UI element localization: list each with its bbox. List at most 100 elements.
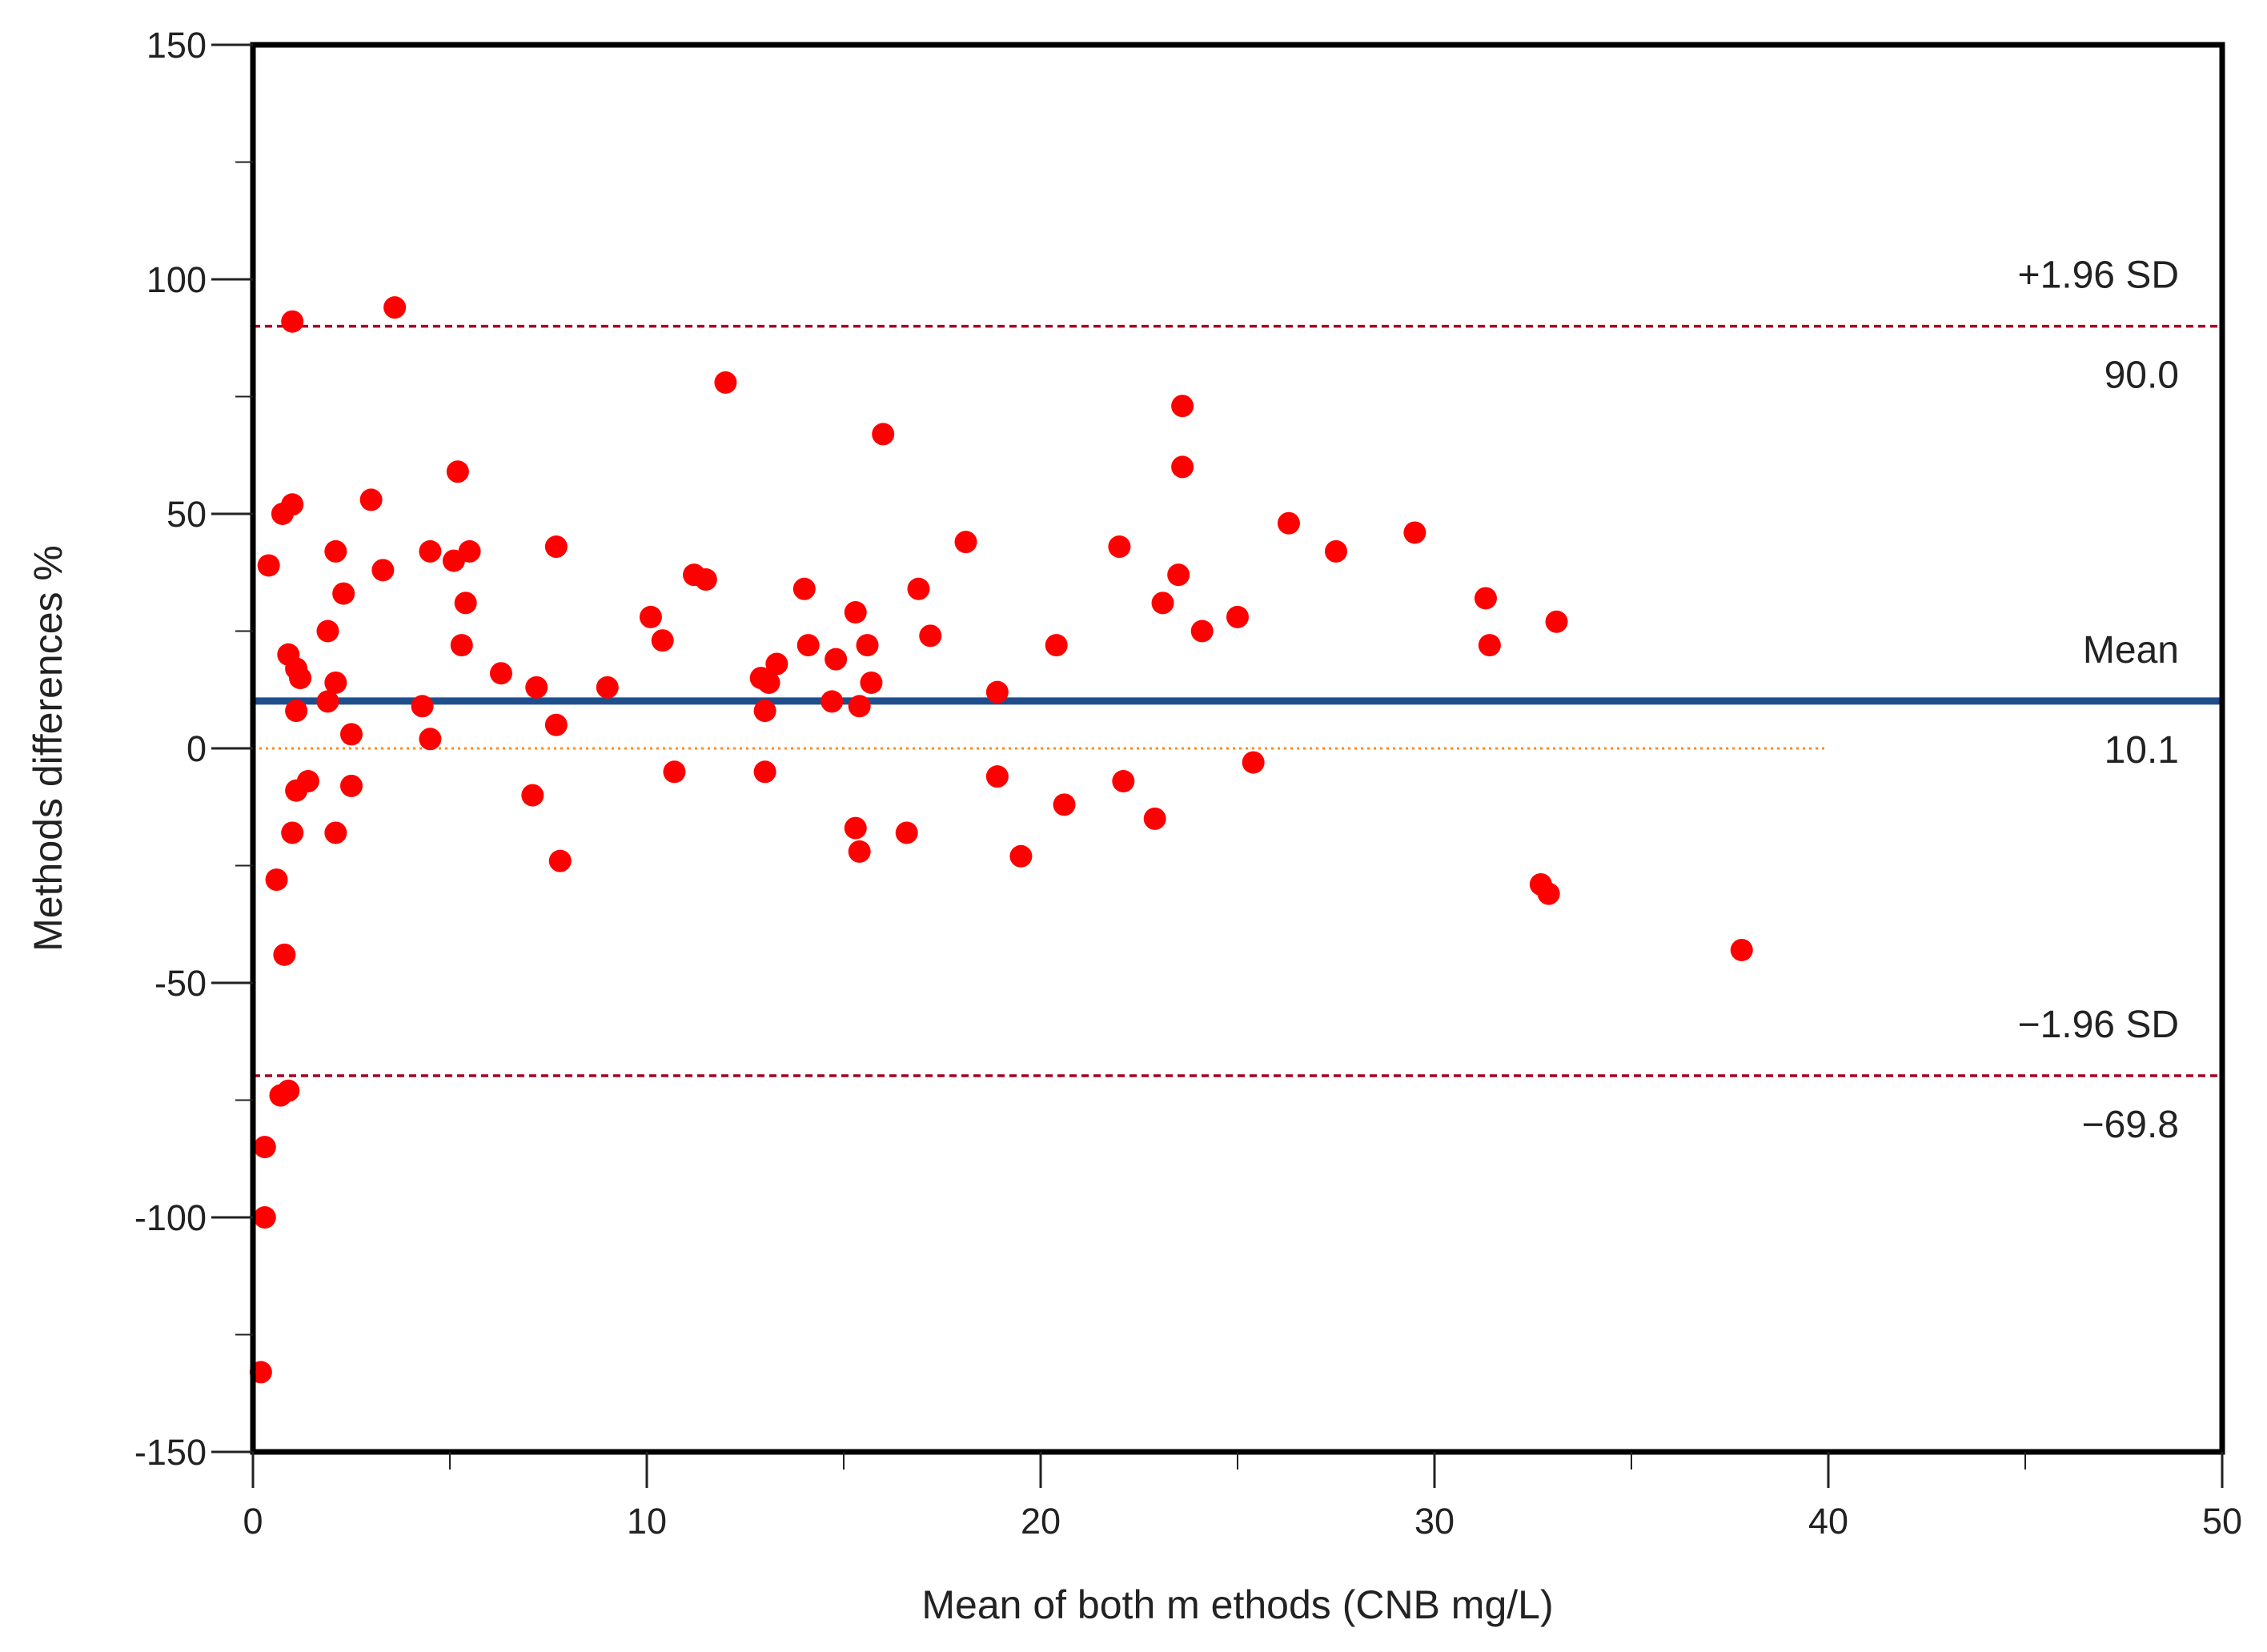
- data-point: [265, 868, 288, 892]
- data-point: [1151, 591, 1174, 615]
- y-tick-label: -100: [134, 1197, 207, 1238]
- data-point: [954, 531, 977, 554]
- data-point: [1171, 455, 1194, 479]
- data-point: [860, 671, 883, 694]
- data-point: [1009, 844, 1033, 868]
- y-tick-label: 0: [187, 728, 207, 769]
- data-point: [285, 700, 308, 723]
- data-point: [848, 840, 871, 863]
- y-tick-label: 150: [146, 25, 207, 66]
- data-point: [257, 554, 280, 577]
- data-point: [253, 1136, 276, 1159]
- data-point: [663, 760, 686, 784]
- y-tick-label: 100: [146, 259, 207, 300]
- data-point: [419, 539, 442, 563]
- data-point: [1277, 511, 1300, 535]
- data-point: [419, 728, 442, 751]
- y-axis-ticks: 150 100 50 0 -50 -100 -150: [134, 25, 253, 1473]
- data-point: [277, 1079, 300, 1102]
- upper-limit-label: +1.96 SD: [2018, 255, 2179, 297]
- data-point: [1730, 938, 1753, 961]
- data-point: [1403, 521, 1426, 544]
- data-point: [544, 713, 568, 736]
- data-point: [1226, 605, 1249, 628]
- data-point: [371, 559, 395, 582]
- x-tick-label: 30: [1414, 1501, 1454, 1542]
- data-point: [1171, 395, 1194, 418]
- mean-value-label: 10.1: [2104, 729, 2179, 772]
- data-point: [1112, 770, 1135, 793]
- data-point: [792, 577, 816, 600]
- data-point: [285, 779, 308, 802]
- y-tick-label: -150: [134, 1432, 207, 1473]
- data-point: [872, 423, 895, 446]
- data-point: [1325, 539, 1347, 563]
- data-point: [753, 760, 776, 784]
- data-point: [1478, 634, 1501, 657]
- data-point: [324, 671, 347, 694]
- data-point: [907, 577, 930, 600]
- data-point: [489, 662, 512, 685]
- x-tick-label: 10: [627, 1501, 667, 1542]
- data-point: [548, 849, 572, 872]
- x-tick-label: 50: [2202, 1501, 2242, 1542]
- data-point: [596, 676, 619, 699]
- data-point: [825, 648, 848, 671]
- data-point: [844, 816, 867, 840]
- data-point: [450, 634, 473, 657]
- lower-limit-value-label: −69.8: [2082, 1104, 2179, 1146]
- data-point: [856, 634, 879, 657]
- y-tick-label: 50: [167, 494, 207, 535]
- y-axis-title: Methods differences %: [26, 545, 70, 952]
- data-point: [332, 582, 355, 605]
- data-point: [340, 723, 363, 746]
- data-point: [1108, 535, 1131, 559]
- data-point: [324, 539, 347, 563]
- data-point: [324, 821, 347, 844]
- y-tick-label: -50: [154, 963, 207, 1004]
- data-point: [316, 620, 339, 643]
- data-point: [796, 634, 820, 657]
- x-axis-title: Mean of both m ethods (CNB mg/L): [921, 1582, 1553, 1627]
- data-point: [895, 821, 918, 844]
- data-point: [442, 549, 465, 572]
- data-point: [340, 774, 363, 797]
- data-point: [821, 690, 844, 713]
- data-point: [411, 695, 434, 718]
- x-tick-label: 0: [243, 1501, 263, 1542]
- data-point: [383, 296, 407, 319]
- mean-label: Mean: [2083, 629, 2179, 672]
- data-point: [694, 568, 717, 591]
- data-point: [765, 652, 788, 676]
- data-point: [848, 695, 871, 718]
- data-point: [289, 667, 312, 690]
- x-axis-ticks: 0 10 20 30 40 50: [243, 1452, 2242, 1542]
- data-point: [273, 943, 296, 966]
- data-point: [1167, 563, 1190, 587]
- x-tick-label: 40: [1808, 1501, 1848, 1542]
- data-point: [1143, 807, 1166, 830]
- lower-limit-label: −1.96 SD: [2018, 1004, 2179, 1046]
- data-point: [985, 765, 1009, 788]
- data-point: [1190, 620, 1214, 643]
- data-point: [521, 784, 544, 807]
- data-point: [316, 690, 339, 713]
- data-point: [753, 700, 776, 723]
- data-point: [1545, 610, 1568, 633]
- reference-lines: [253, 324, 2222, 1077]
- data-point: [1242, 751, 1265, 774]
- data-point: [985, 680, 1009, 704]
- data-point: [714, 371, 737, 394]
- x-tick-label: 20: [1021, 1501, 1061, 1542]
- data-point: [544, 535, 568, 559]
- data-point: [281, 821, 304, 844]
- data-points: [249, 296, 1753, 1384]
- data-point: [844, 601, 867, 624]
- data-point: [253, 1206, 276, 1229]
- data-point: [359, 488, 383, 511]
- data-point: [1053, 793, 1076, 816]
- data-point: [1474, 587, 1497, 610]
- reference-labels: +1.96 SD 90.0 Mean 10.1 −1.96 SD −69.8: [2018, 255, 2179, 1146]
- data-point: [757, 671, 780, 694]
